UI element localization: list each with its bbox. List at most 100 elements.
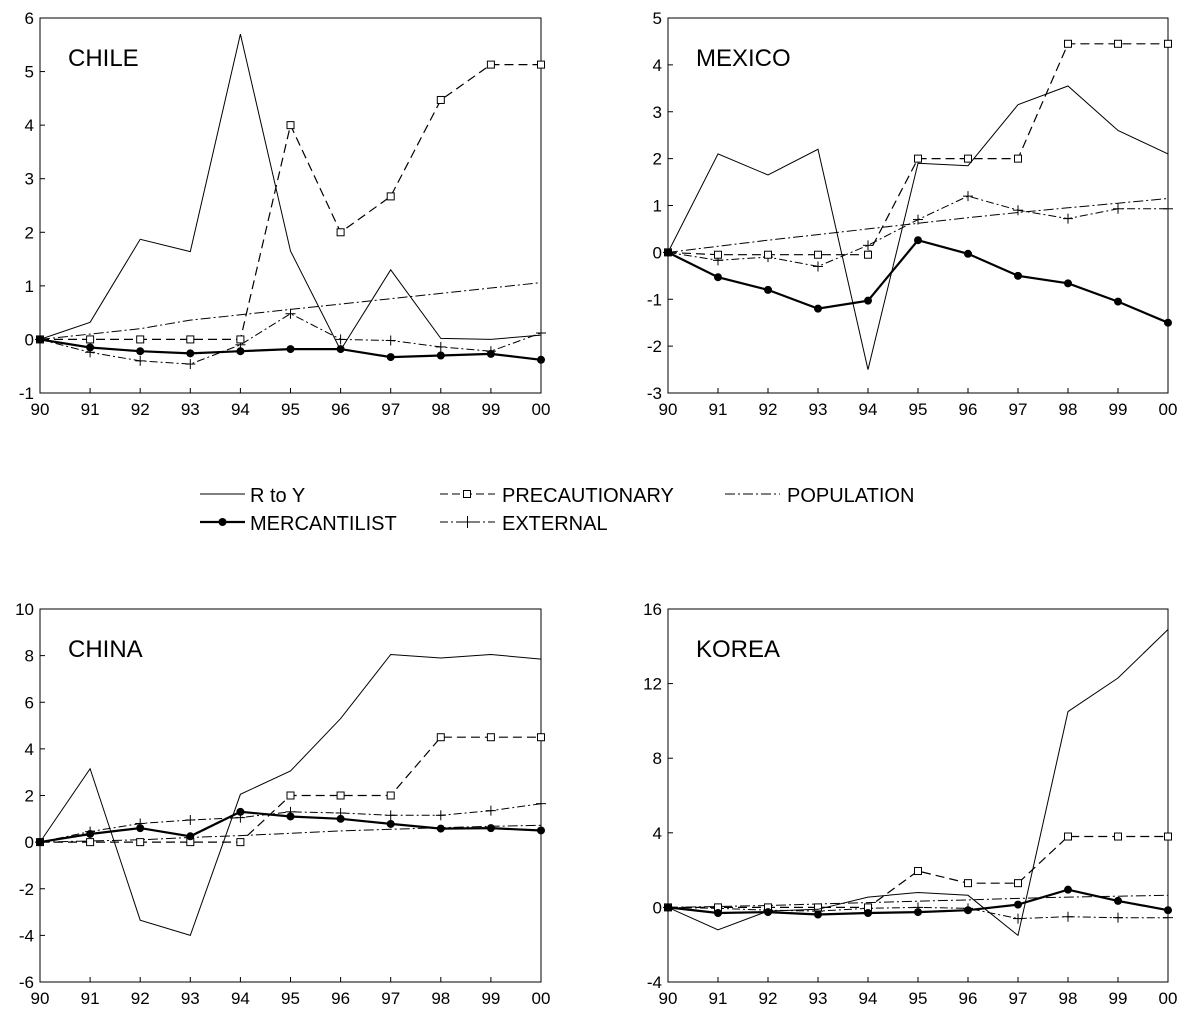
x-tick-label: 95 (281, 400, 300, 419)
y-tick-label: -4 (19, 926, 34, 945)
y-tick-label: -1 (19, 384, 34, 403)
data-point (536, 798, 546, 809)
series-population (667, 198, 1169, 253)
series-line-external (667, 195, 1168, 267)
x-tick-label: 93 (809, 989, 828, 1008)
data-point (1014, 271, 1022, 280)
y-tick-label: -6 (19, 973, 34, 992)
data-point (914, 236, 922, 245)
x-tick-label: 97 (381, 989, 400, 1008)
series-external (663, 191, 1173, 272)
series-population (39, 824, 542, 843)
data-point (914, 867, 922, 876)
data-point (1064, 885, 1072, 894)
data-point (436, 95, 445, 104)
data-point (436, 351, 445, 360)
data-point (86, 335, 95, 344)
data-point (285, 308, 296, 319)
data-point (1014, 900, 1022, 909)
data-point (336, 345, 345, 354)
y-tick-label: -2 (19, 880, 34, 899)
y-tick-label: 4 (653, 824, 662, 843)
chart-panel-korea: -4 0 4 8 12 16 90 91 92 93 94 95 96 97 98 99 00 KOREA (643, 600, 1177, 1008)
x-tick-label: 98 (431, 989, 450, 1008)
y-tick-label: 6 (25, 693, 34, 712)
x-tick-label: 98 (1059, 989, 1078, 1008)
series-line-r-to-y (667, 85, 1169, 370)
data-point (964, 249, 972, 258)
series-line-population (667, 894, 1169, 908)
panel-title: CHILE (68, 45, 139, 72)
series-r-to-y (39, 33, 542, 352)
series-mercantilist (36, 335, 545, 364)
x-tick-label: 92 (131, 400, 150, 419)
legend-label: R to Y (250, 485, 305, 507)
series-precautionary (664, 39, 1172, 259)
x-tick-label: 92 (131, 989, 150, 1008)
data-point (86, 343, 95, 352)
chart-panel-mexico: -3 -2 -1 0 1 2 3 4 5 90 91 92 93 94 95 96 97 98 99 00 MEXICO (647, 9, 1178, 419)
data-point (286, 812, 295, 821)
data-point (1064, 39, 1072, 48)
x-tick-label: 00 (532, 989, 551, 1008)
series-line-precautionary (668, 835, 1168, 909)
x-tick-label: 91 (81, 989, 100, 1008)
data-point (914, 908, 922, 917)
x-tick-label: 97 (381, 400, 400, 419)
y-tick-label: 6 (25, 9, 34, 28)
data-point (36, 838, 44, 847)
y-tick-label: 16 (643, 600, 662, 619)
series-mercantilist (36, 807, 545, 847)
data-point (537, 355, 545, 364)
data-point (486, 733, 495, 742)
data-point (286, 121, 295, 130)
x-tick-label: 98 (1059, 400, 1078, 419)
y-tick-label: 0 (25, 330, 34, 349)
legend-item-precautionary: PRECAUTIONARY (440, 485, 674, 507)
data-point (386, 819, 395, 828)
data-point (386, 192, 395, 201)
x-tick-label: 98 (431, 400, 450, 419)
y-tick-label: 0 (25, 833, 34, 852)
data-point (1064, 832, 1072, 841)
legend-item-r-to-y: R to Y (200, 485, 305, 507)
data-point (486, 349, 495, 358)
data-point (664, 903, 672, 912)
series-line-external (39, 313, 542, 365)
data-point (537, 60, 545, 69)
legend-item-population: POPULATION (725, 485, 914, 507)
y-tick-label: 4 (653, 56, 662, 75)
x-tick-label: 94 (231, 989, 250, 1008)
series-precautionary (36, 60, 545, 344)
y-tick-label: 8 (25, 647, 34, 666)
x-tick-label: 97 (1009, 989, 1028, 1008)
y-tick-label: -2 (647, 337, 662, 356)
y-tick-label: 0 (653, 243, 662, 262)
legend-label: PRECAUTIONARY (502, 485, 674, 507)
panel-title: CHINA (68, 636, 143, 663)
data-point (1063, 213, 1073, 224)
x-tick-label: 96 (959, 400, 978, 419)
y-tick-label: 2 (653, 150, 662, 169)
data-point (764, 908, 772, 917)
data-point (1164, 39, 1172, 48)
y-tick-label: 12 (643, 675, 662, 694)
data-point (486, 60, 495, 69)
series-line-mercantilist (667, 238, 1169, 324)
series-line-population (39, 824, 542, 843)
data-point (964, 154, 972, 163)
chart-panel-chile: -1 0 1 2 3 4 5 6 90 91 92 93 94 95 96 97 98 99 00 CHILE (19, 9, 551, 419)
x-tick-label: 90 (31, 989, 50, 1008)
data-point (1163, 203, 1173, 214)
data-point (914, 154, 922, 163)
series-line-r-to-y (667, 629, 1169, 937)
legend-item-mercantilist: MERCANTILIST (200, 513, 397, 535)
series-mercantilist (664, 885, 1172, 919)
data-point (1063, 911, 1073, 922)
y-tick-label: 4 (25, 116, 34, 135)
x-tick-label: 00 (1159, 400, 1178, 419)
data-point (236, 838, 245, 847)
data-point (435, 341, 446, 352)
data-point (814, 250, 822, 259)
